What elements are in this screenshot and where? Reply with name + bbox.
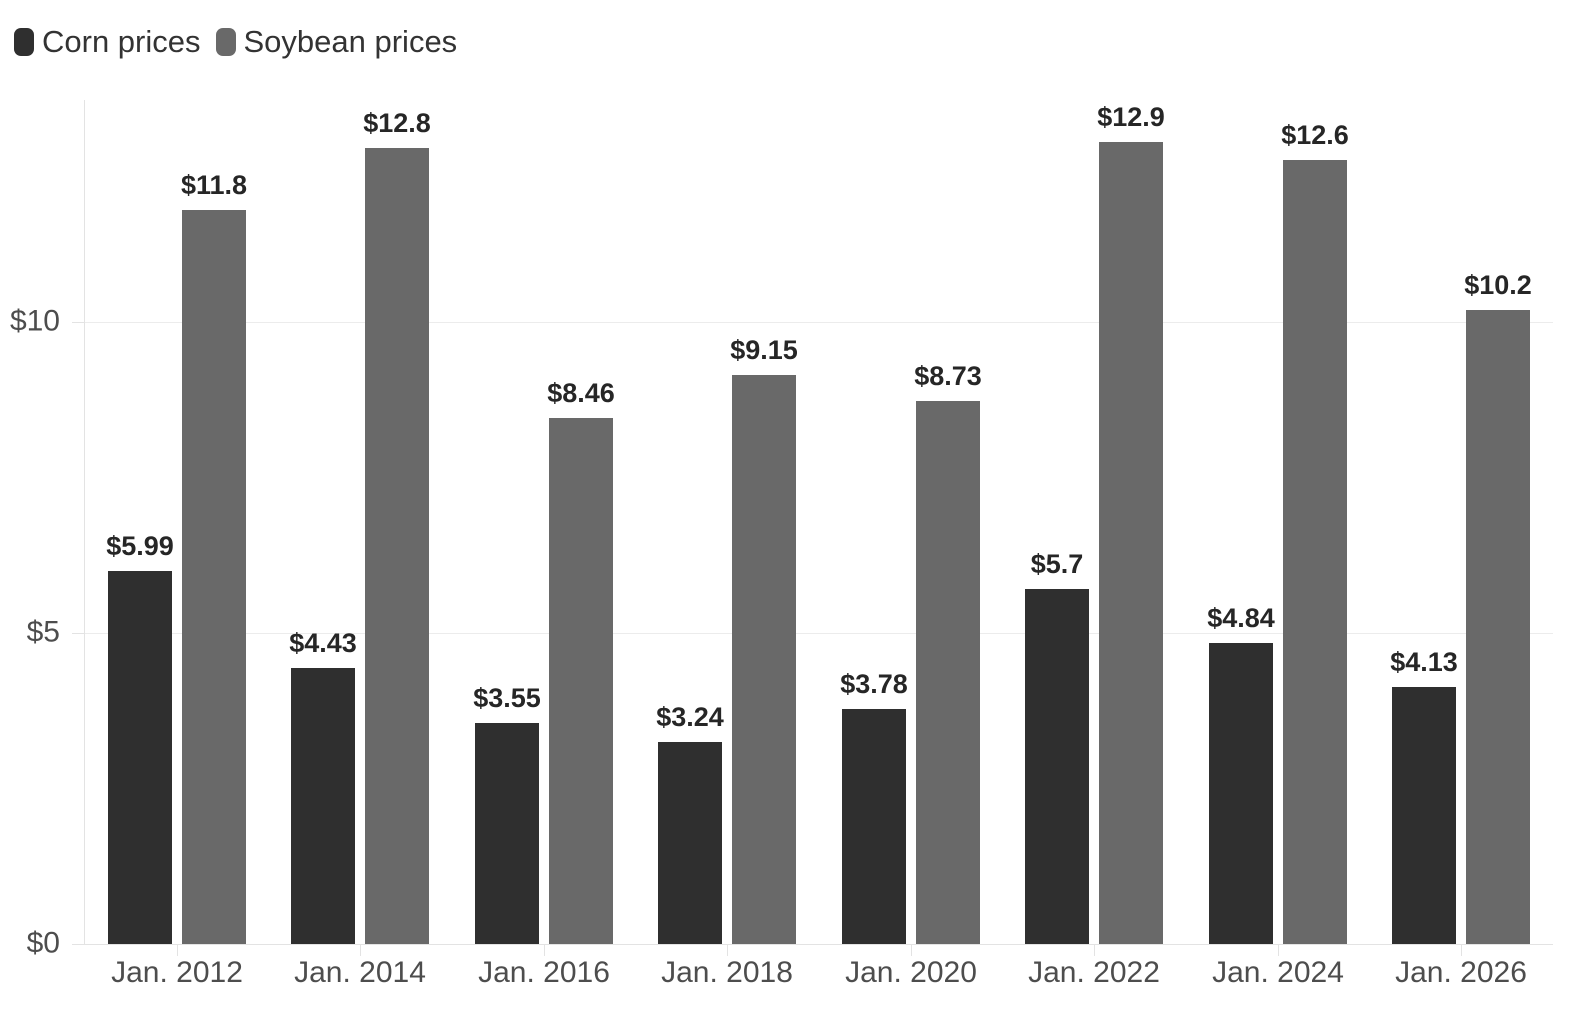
legend-label-corn: Corn prices xyxy=(42,24,201,59)
bar-value-label-soybean-1: $12.8 xyxy=(363,108,431,138)
bar-corn-4[interactable] xyxy=(842,709,906,944)
x-axis-tick xyxy=(1094,944,1095,956)
chart-legend: Corn prices Soybean prices xyxy=(14,26,457,57)
bar-soybean-7[interactable] xyxy=(1466,310,1530,944)
bar-corn-0[interactable] xyxy=(108,571,172,944)
x-axis-tick-label: Jan. 2012 xyxy=(111,956,243,989)
legend-item-soybean-prices[interactable]: Soybean prices xyxy=(215,24,458,59)
bar-value-label-soybean-7: $10.2 xyxy=(1464,270,1532,300)
y-axis-tick-label: $0 xyxy=(26,926,60,960)
x-axis-tick-label: Jan. 2022 xyxy=(1028,956,1160,989)
bar-value-label-corn-2: $3.55 xyxy=(473,683,541,713)
x-axis-tick-label: Jan. 2024 xyxy=(1212,956,1344,989)
bar-soybean-0[interactable] xyxy=(182,210,246,944)
x-axis-tick xyxy=(544,944,545,956)
bar-value-label-corn-3: $3.24 xyxy=(656,702,724,732)
bar-value-label-soybean-0: $11.8 xyxy=(180,170,248,200)
bar-value-label-corn-6: $4.84 xyxy=(1207,603,1275,633)
bar-value-label-soybean-2: $8.46 xyxy=(547,378,615,408)
y-axis-tick-label: $10 xyxy=(9,304,60,338)
bar-value-label-soybean-5: $12.9 xyxy=(1097,102,1165,132)
bar-corn-2[interactable] xyxy=(475,723,539,944)
x-axis-tick-label: Jan. 2016 xyxy=(478,956,610,989)
y-axis-tick xyxy=(72,944,85,945)
legend-label-soybean: Soybean prices xyxy=(243,24,458,59)
x-axis-tick-label: Jan. 2018 xyxy=(661,956,793,989)
x-axis-tick xyxy=(727,944,728,956)
x-axis-tick-label: Jan. 2020 xyxy=(845,956,977,989)
bar-value-label-corn-5: $5.7 xyxy=(1030,549,1084,579)
bar-soybean-5[interactable] xyxy=(1099,142,1163,944)
bar-soybean-1[interactable] xyxy=(365,148,429,944)
x-axis-tick xyxy=(911,944,912,956)
x-axis-tick xyxy=(177,944,178,956)
bar-value-label-soybean-4: $8.73 xyxy=(914,361,982,391)
bar-corn-3[interactable] xyxy=(658,742,722,944)
legend-swatch-soybean-icon xyxy=(215,27,236,56)
bar-value-label-corn-0: $5.99 xyxy=(106,531,174,561)
bar-soybean-4[interactable] xyxy=(916,401,980,944)
gridline xyxy=(85,633,1553,634)
legend-item-corn-prices[interactable]: Corn prices xyxy=(14,26,201,57)
bar-corn-5[interactable] xyxy=(1025,589,1089,944)
y-axis-tick xyxy=(72,633,85,634)
bar-corn-7[interactable] xyxy=(1392,687,1456,944)
gridline xyxy=(85,322,1553,323)
bar-soybean-3[interactable] xyxy=(732,375,796,944)
bar-value-label-corn-1: $4.43 xyxy=(289,628,357,658)
bar-value-label-corn-4: $3.78 xyxy=(840,669,908,699)
bar-value-label-soybean-6: $12.6 xyxy=(1281,120,1349,150)
y-axis-line xyxy=(84,100,85,944)
bar-corn-1[interactable] xyxy=(291,668,355,944)
bar-value-label-corn-7: $4.13 xyxy=(1390,647,1458,677)
x-axis-tick xyxy=(1461,944,1462,956)
y-axis-tick-label: $5 xyxy=(26,615,60,649)
bar-value-label-soybean-3: $9.15 xyxy=(730,335,798,365)
bar-soybean-2[interactable] xyxy=(549,418,613,944)
bar-corn-6[interactable] xyxy=(1209,643,1273,944)
x-axis-tick-label: Jan. 2026 xyxy=(1395,956,1527,989)
bar-soybean-6[interactable] xyxy=(1283,160,1347,944)
x-axis-tick-label: Jan. 2014 xyxy=(294,956,426,989)
x-axis-line xyxy=(85,944,1553,945)
y-axis-tick xyxy=(72,322,85,323)
x-axis-tick xyxy=(1278,944,1279,956)
x-axis-tick xyxy=(360,944,361,956)
legend-swatch-corn-icon xyxy=(14,27,34,56)
